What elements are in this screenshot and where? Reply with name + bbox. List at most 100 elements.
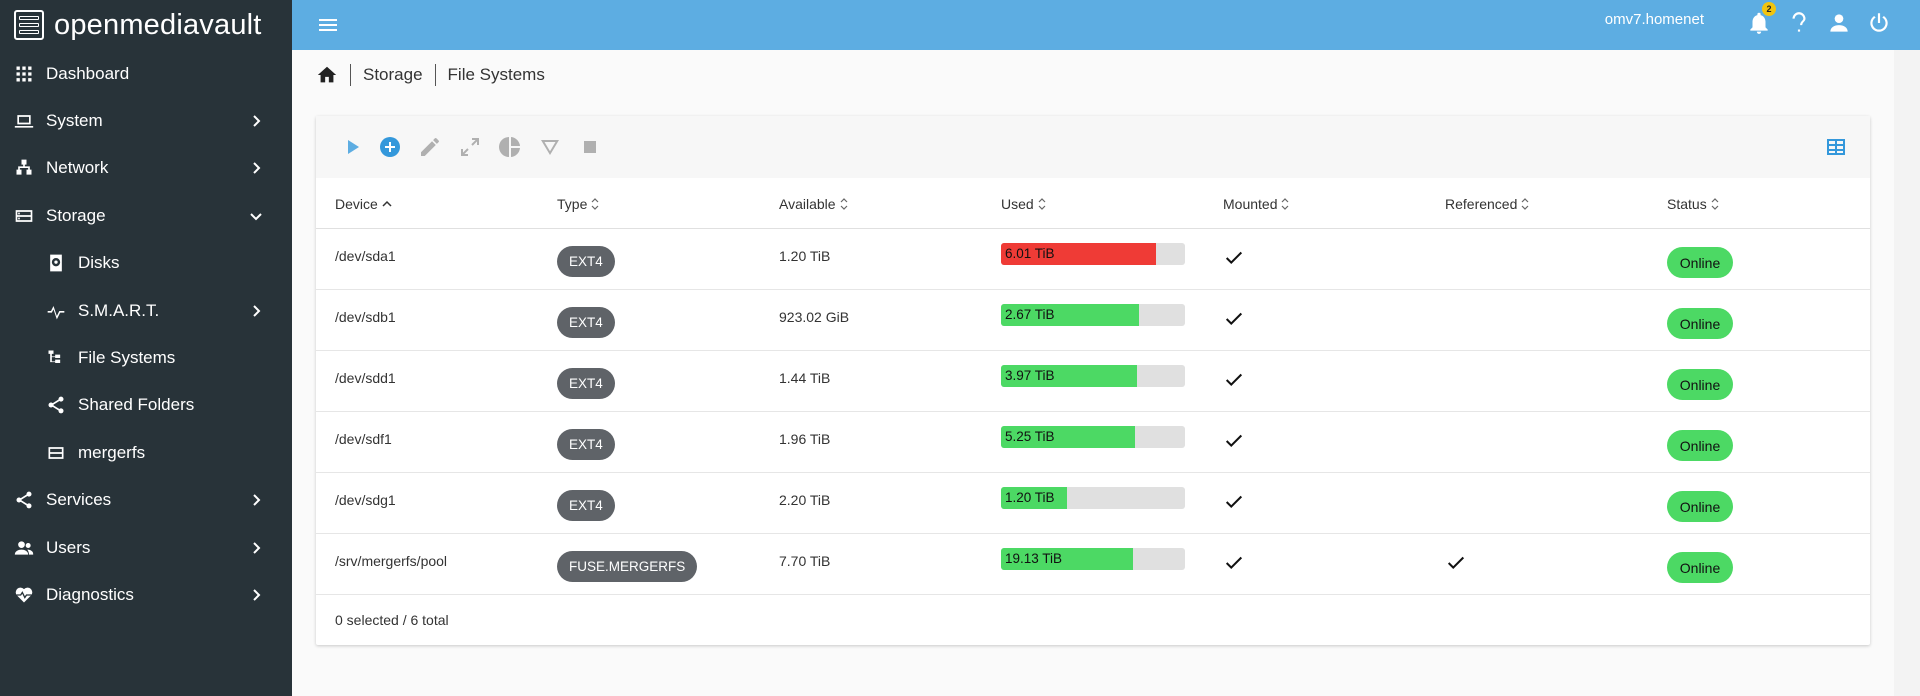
- services-share-icon: [16, 491, 32, 509]
- chevron-right-icon: [253, 494, 261, 506]
- type-badge: EXT4: [557, 368, 615, 399]
- table-row[interactable]: /dev/sdg1 EXT4 2.20 TiB 1.20 TiB Online: [316, 473, 1870, 534]
- table-row[interactable]: /dev/sdb1 EXT4 923.02 GiB 2.67 TiB Online: [316, 290, 1870, 351]
- type-badge: EXT4: [557, 429, 615, 460]
- sidebar-item-diagnostics[interactable]: Diagnostics: [0, 571, 292, 618]
- table-header: Device Type Available Used Mounted Refer…: [316, 178, 1870, 229]
- top-bar: omv7.homenet 2: [292, 0, 1920, 50]
- status-badge: Online: [1667, 247, 1733, 278]
- sidebar-item-label: File Systems: [78, 348, 176, 368]
- chevron-right-icon: [253, 589, 261, 601]
- home-icon[interactable]: [316, 64, 338, 86]
- column-header-mounted[interactable]: Mounted: [1223, 196, 1289, 212]
- status-badge: Online: [1667, 430, 1733, 461]
- used-progress-bar: 19.13 TiB: [1001, 548, 1185, 570]
- sidebar: openmediavault Dashboard System Network Sto…: [0, 0, 292, 696]
- dashboard-grid-icon: [16, 66, 32, 82]
- laptop-icon: [14, 115, 34, 128]
- table-row[interactable]: /dev/sda1 EXT4 1.20 TiB 6.01 TiB Online: [316, 229, 1870, 290]
- chevron-right-icon: [253, 115, 261, 127]
- used-value: 6.01 TiB: [1001, 243, 1156, 265]
- user-icon[interactable]: [1826, 10, 1852, 36]
- sort-icon: [840, 198, 847, 210]
- available-cell: 7.70 TiB: [779, 553, 831, 569]
- edit-pencil-icon[interactable]: [418, 135, 442, 159]
- notification-badge: 2: [1762, 2, 1776, 16]
- table-row[interactable]: /srv/mergerfs/pool FUSE.MERGERFS 7.70 TiB 1…: [316, 534, 1870, 595]
- mounted-check-icon: [1225, 373, 1243, 387]
- sidebar-item-mergerfs[interactable]: mergerfs: [0, 429, 292, 476]
- used-progress-bar: 3.97 TiB: [1001, 365, 1185, 387]
- table-row[interactable]: /dev/sdf1 EXT4 1.96 TiB 5.25 TiB Online: [316, 412, 1870, 473]
- device-cell: /dev/sdf1: [335, 431, 392, 447]
- sidebar-item-system[interactable]: System: [0, 97, 292, 144]
- sidebar-item-label: System: [46, 111, 103, 131]
- used-value: 1.20 TiB: [1001, 487, 1068, 509]
- available-cell: 1.20 TiB: [779, 248, 831, 264]
- used-value: 2.67 TiB: [1001, 304, 1139, 326]
- file-systems-card: Device Type Available Used Mounted Refer…: [316, 116, 1870, 645]
- sidebar-item-label: Services: [46, 490, 112, 510]
- column-header-used[interactable]: Used: [1001, 196, 1046, 212]
- expand-icon[interactable]: [458, 135, 482, 159]
- breadcrumb-storage[interactable]: Storage: [363, 65, 423, 84]
- available-cell: 923.02 GiB: [779, 309, 850, 325]
- bell-icon: [1750, 12, 1768, 34]
- available-cell: 2.20 TiB: [779, 492, 831, 508]
- column-header-device[interactable]: Device: [335, 196, 392, 212]
- breadcrumb-file-systems: File Systems: [447, 65, 545, 84]
- sidebar-item-network[interactable]: Network: [0, 145, 292, 192]
- used-progress-bar: 5.25 TiB: [1001, 426, 1185, 448]
- sidebar-item-services[interactable]: Services: [0, 477, 292, 524]
- column-header-referenced[interactable]: Referenced: [1445, 196, 1529, 212]
- chevron-down-icon: [250, 213, 262, 221]
- sidebar-item-label: Disks: [78, 253, 120, 273]
- storage-icon: [15, 210, 33, 222]
- selection-summary: 0 selected / 6 total: [335, 612, 449, 628]
- hamburger-menu-icon[interactable]: [316, 13, 340, 37]
- brand[interactable]: openmediavault: [0, 0, 292, 50]
- sidebar-item-disks[interactable]: Disks: [0, 240, 292, 287]
- sidebar-item-label: Shared Folders: [78, 395, 195, 415]
- sidebar-item-file-systems[interactable]: File Systems: [0, 334, 292, 381]
- chevron-right-icon: [253, 162, 261, 175]
- breadcrumb-separator: [434, 64, 436, 86]
- chevron-right-icon: [253, 304, 261, 317]
- play-icon[interactable]: [340, 135, 364, 159]
- sidebar-item-dashboard[interactable]: Dashboard: [0, 50, 292, 97]
- available-cell: 1.96 TiB: [779, 431, 831, 447]
- hostname: omv7.homenet: [1604, 11, 1704, 28]
- table-view-icon[interactable]: [1824, 135, 1848, 159]
- share-icon: [48, 397, 64, 414]
- unmount-triangle-icon[interactable]: [538, 135, 562, 159]
- device-cell: /dev/sdg1: [335, 492, 396, 508]
- add-circle-icon[interactable]: [378, 135, 402, 159]
- used-value: 5.25 TiB: [1001, 426, 1136, 448]
- type-badge: EXT4: [557, 307, 615, 338]
- status-badge: Online: [1667, 491, 1733, 522]
- used-value: 3.97 TiB: [1001, 365, 1138, 387]
- mounted-check-icon: [1225, 312, 1243, 326]
- mergerfs-icon: [48, 446, 64, 459]
- used-progress-bar: 2.67 TiB: [1001, 304, 1185, 326]
- notifications-button[interactable]: 2: [1746, 2, 1776, 36]
- column-header-available[interactable]: Available: [779, 196, 848, 212]
- column-header-type[interactable]: Type: [557, 196, 599, 212]
- sidebar-item-storage[interactable]: Storage: [0, 192, 292, 239]
- status-badge: Online: [1667, 369, 1733, 400]
- sidebar-item-users[interactable]: Users: [0, 524, 292, 571]
- help-icon[interactable]: [1786, 10, 1812, 36]
- table-row[interactable]: /dev/sdd1 EXT4 1.44 TiB 3.97 TiB Online: [316, 351, 1870, 412]
- breadcrumb: Storage File Systems: [316, 60, 545, 90]
- stop-icon[interactable]: [578, 135, 602, 159]
- power-icon[interactable]: [1866, 10, 1892, 36]
- sidebar-item-label: Storage: [46, 205, 106, 225]
- column-header-status[interactable]: Status: [1667, 196, 1719, 212]
- pulse-icon: [47, 305, 65, 319]
- breadcrumb-separator: [350, 64, 351, 86]
- sidebar-item-s-m-a-r-t[interactable]: S.M.A.R.T.: [0, 287, 292, 334]
- sidebar-item-shared-folders[interactable]: Shared Folders: [0, 382, 292, 429]
- device-cell: /dev/sda1: [335, 248, 396, 264]
- sidebar-item-label: S.M.A.R.T.: [78, 300, 160, 320]
- quota-pie-icon[interactable]: [498, 135, 522, 159]
